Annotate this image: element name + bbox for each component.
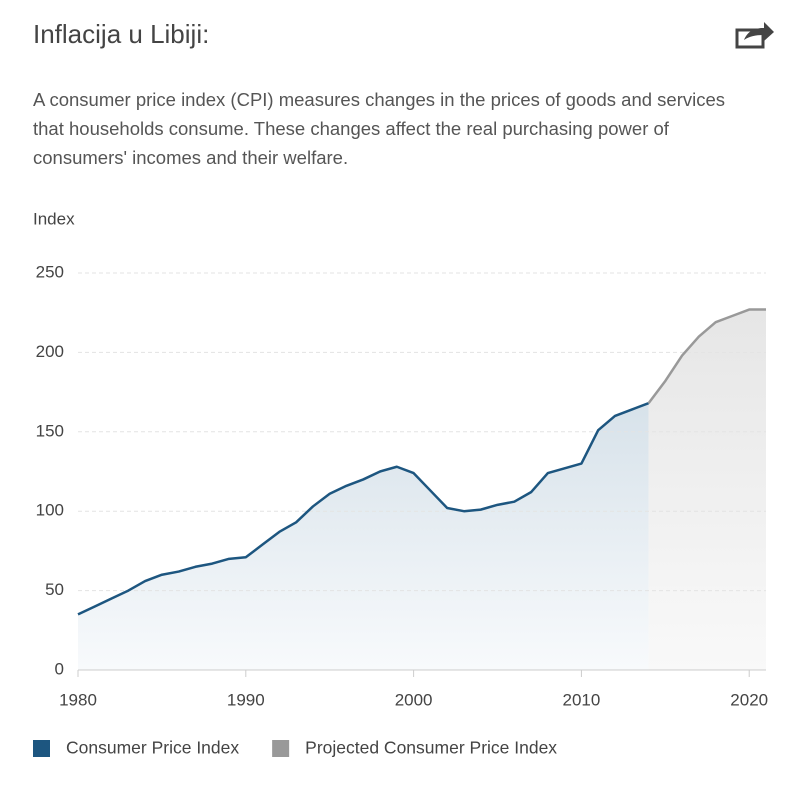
line: [77, 402, 649, 616]
y-tick-label: 100: [36, 501, 64, 520]
x-tick-label: 1990: [227, 690, 265, 709]
y-tick-label: 250: [36, 262, 64, 281]
y-axis-label: Index: [33, 209, 75, 228]
description: A consumer price index (CPI) measures ch…: [33, 89, 726, 168]
line: [647, 308, 766, 404]
y-tick-label: 0: [55, 659, 64, 678]
share-icon[interactable]: [735, 22, 774, 49]
area: [78, 403, 649, 670]
legend-swatch: [33, 740, 50, 757]
chart-title: Inflacija u Libiji:: [33, 19, 209, 49]
legend-label: Consumer Price Index: [66, 738, 239, 758]
legend-swatch: [272, 740, 290, 757]
x-tick-label: 2010: [563, 690, 601, 709]
y-tick-label: 50: [45, 580, 64, 599]
x-tick-label: 2020: [730, 690, 768, 709]
y-tick-label: 150: [36, 421, 64, 440]
x-tick-label: 2000: [395, 690, 433, 709]
area: [648, 309, 766, 670]
y-tick-label: 200: [36, 342, 64, 361]
x-tick-label: 1980: [59, 690, 97, 709]
legend-label: Projected Consumer Price Index: [305, 738, 557, 758]
